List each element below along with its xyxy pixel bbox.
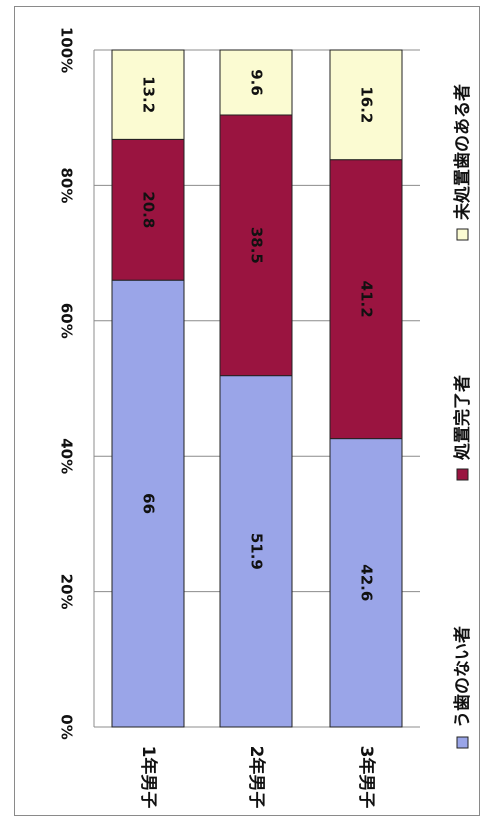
bar-segment xyxy=(219,49,293,116)
data-label: 9.6 xyxy=(248,69,266,96)
bar-segment xyxy=(111,279,185,728)
legend-label: う歯のない者 xyxy=(452,626,473,728)
data-label: 66 xyxy=(140,493,158,514)
category-label: 2年男子 xyxy=(246,746,267,809)
value-axis-tick-label: 100% xyxy=(58,27,76,73)
data-label: 13.2 xyxy=(140,76,158,113)
value-axis-tick-label: 0% xyxy=(58,714,76,739)
bar-segment xyxy=(111,49,185,140)
data-label: 20.8 xyxy=(140,191,158,228)
data-label: 38.5 xyxy=(248,227,266,264)
data-label: 51.9 xyxy=(248,533,266,570)
legend-area xyxy=(446,28,466,788)
bar-segment xyxy=(111,138,185,281)
bar-segment xyxy=(329,49,403,161)
category-label: 1年男子 xyxy=(138,746,159,809)
value-axis-tick-label: 20% xyxy=(58,574,76,610)
bar-segment xyxy=(329,159,403,440)
legend-swatch xyxy=(456,228,469,241)
legend-swatch xyxy=(456,468,469,481)
data-label: 41.2 xyxy=(358,281,376,318)
value-axis-tick-label: 60% xyxy=(58,303,76,339)
value-axis-tick-label: 80% xyxy=(58,167,76,203)
plot-area: 0% 20% 40% 60% 80% 100% 66 20.8 13.2 1年男子 51.9 38.5… xyxy=(58,27,474,809)
value-axis-tick-label: 40% xyxy=(58,438,76,474)
bar-segment xyxy=(329,438,403,728)
legend-label: 未処置歯のある者 xyxy=(452,84,473,221)
legend-label: 処置完了者 xyxy=(452,375,473,461)
bar-segment xyxy=(219,375,293,728)
bar-segment xyxy=(219,114,293,377)
category-label: 3年男子 xyxy=(356,746,377,809)
data-label: 42.6 xyxy=(358,564,376,601)
data-label: 16.2 xyxy=(358,86,376,123)
legend-swatch xyxy=(456,736,469,749)
